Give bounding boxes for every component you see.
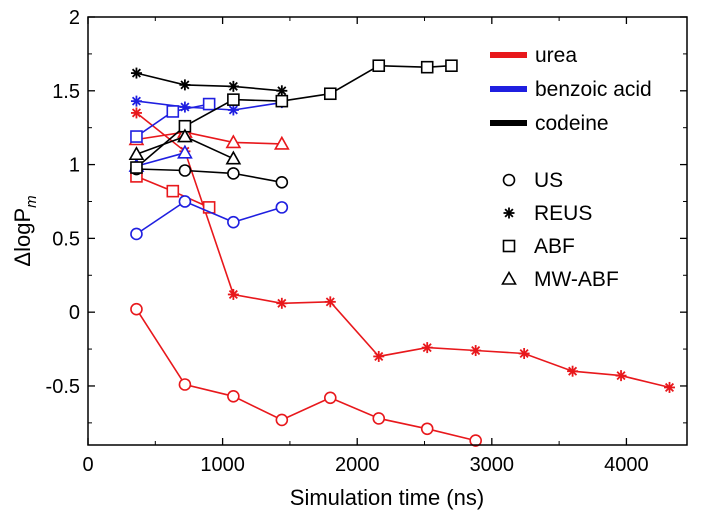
x-tick-label: 4000 [604,454,649,476]
point-urea-reus [324,296,336,308]
point-benzoic-acid-us [178,195,192,208]
point-codeine-abf [130,161,143,174]
point-codeine-abf [420,60,434,74]
point-urea-us [420,422,434,436]
legend-marker-abf [502,239,516,253]
y-tick-label: 2 [69,7,80,29]
point-benzoic-acid-reus [179,101,191,113]
point-codeine-us [275,175,289,189]
point-codeine-mw-abf [177,128,193,143]
y-tick-label: 1.5 [52,81,80,103]
point-urea-reus [518,347,530,359]
y-tick-label: 0.5 [52,228,80,250]
point-urea-reus [567,365,579,377]
series-urea-reus [130,107,676,393]
line-benzoic-acid-mw-abf [136,152,186,167]
point-codeine-abf [323,87,337,101]
line-urea-reus [136,112,670,389]
point-codeine-reus [130,67,142,79]
point-urea-mw-abf [273,135,290,150]
point-benzoic-acid-reus [227,104,239,116]
legend-label-codeine: codeine [535,112,609,135]
point-urea-us [227,389,240,403]
series-codeine-reus [130,67,288,97]
series-codeine-abf [130,59,458,174]
legend-label-reus: REUS [534,202,592,225]
legend-label-benzoic-acid: benzoic acid [535,78,652,101]
line-urea-mw-abf [136,131,282,145]
legend-marker-us [502,173,516,187]
line-codeine-us [136,168,282,184]
point-urea-us [372,412,386,425]
x-axis-label: Simulation time (ns) [290,485,484,510]
point-codeine-abf [275,94,289,108]
series-urea-us [130,302,482,447]
point-urea-abf [202,201,216,214]
point-codeine-abf [227,93,240,106]
point-benzoic-acid-reus [130,95,142,107]
point-benzoic-acid-abf [166,105,180,118]
series-benzoic-acid-us [130,195,289,241]
point-urea-us [275,413,289,427]
y-axis-label: ΔlogPm [10,195,40,266]
point-urea-reus [470,345,482,357]
point-codeine-abf [445,59,458,73]
point-codeine-reus [179,79,191,91]
y-tick-label: 1 [69,155,80,177]
point-benzoic-acid-us [130,227,143,241]
point-codeine-reus [276,85,288,97]
y-axis-label-sub: m [23,195,40,208]
point-urea-us [323,391,337,405]
point-codeine-mw-abf [225,150,242,165]
legend: urea benzoic acid codeine US REUS ABF MW-ABF [490,44,652,291]
plot-frame [87,16,688,446]
line-benzoic-acid-us [136,200,283,235]
series-urea-abf [130,170,216,214]
point-benzoic-acid-abf [130,130,143,143]
line-codeine-reus [136,72,282,92]
line-codeine-abf [135,64,452,169]
y-tick-label: 0 [69,302,80,324]
point-urea-us [469,434,482,447]
point-urea-abf [166,184,180,198]
point-codeine-reus [227,80,239,92]
point-urea-reus [276,297,288,309]
point-urea-reus [664,381,676,393]
point-urea-reus [615,370,627,382]
y-axis-label-main: ΔlogP [10,208,35,267]
x-tick-label: 2000 [335,454,380,476]
legend-label-us: US [534,169,563,192]
legend-marker-mw-abf [501,270,517,285]
point-codeine-us [227,167,240,180]
legend-label-mw-abf: MW-ABF [534,268,619,291]
x-tick-label: 0 [82,454,93,476]
line-urea-us [135,308,476,442]
point-urea-reus [227,288,239,300]
point-codeine-mw-abf [128,146,145,161]
x-tick-label: 3000 [470,454,515,476]
series-benzoic-acid-abf [130,97,216,143]
point-benzoic-acid-us [227,215,240,229]
x-tick-label: 1000 [200,454,245,476]
point-urea-reus [421,342,433,354]
point-urea-us [130,302,143,316]
legend-label-abf: ABF [534,235,575,258]
series-urea-mw-abf [128,123,290,150]
legend-marker-reus [503,207,515,219]
point-codeine-abf [372,59,386,73]
axis-layer: 0 1000 2000 3000 4000 -0.5 0 0.5 1 1.5 2 [46,7,687,476]
point-urea-reus [130,107,142,119]
point-urea-us [178,378,192,391]
point-benzoic-acid-us [275,201,289,214]
series-layer [128,59,676,447]
point-benzoic-acid-mw-abf [177,144,193,159]
point-urea-mw-abf [225,134,242,149]
point-urea-reus [373,350,385,362]
y-tick-label: -0.5 [46,376,80,398]
series-codeine-mw-abf [128,128,242,165]
point-codeine-us [178,164,192,177]
legend-label-urea: urea [535,44,577,67]
point-benzoic-acid-abf [202,97,216,111]
